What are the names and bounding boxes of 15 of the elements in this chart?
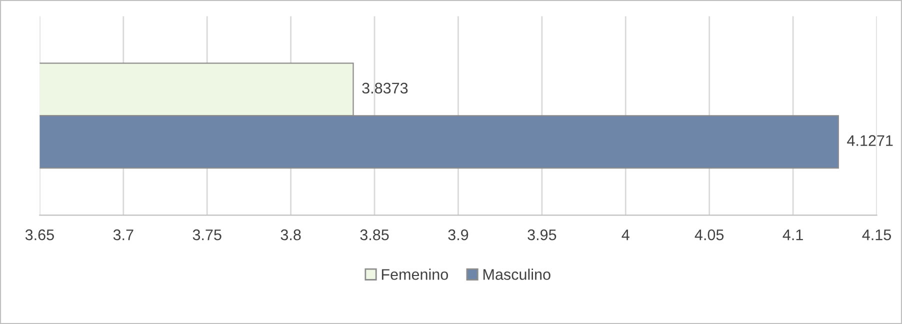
x-tick-label: 4.05 <box>694 229 724 240</box>
x-tick-label: 3.85 <box>360 229 389 240</box>
x-tick-label: 3.95 <box>528 229 556 240</box>
x-tick-label: 4.1 <box>782 230 803 240</box>
data-label: 4.1271 <box>847 135 893 146</box>
x-tick-label: 4.15 <box>862 230 891 240</box>
x-tick-label: 3.9 <box>448 229 468 240</box>
x-tick-label: 3.75 <box>192 229 222 240</box>
x-tick-label: 4 <box>622 230 630 240</box>
legend-label: Femenino <box>382 268 448 280</box>
data-label: 3.8373 <box>362 82 408 94</box>
x-tick-label: 3.8 <box>280 229 301 240</box>
x-tick-label: 3.7 <box>113 229 134 240</box>
x-tick-label: 3.65 <box>25 229 54 240</box>
legend-label: Masculino <box>483 268 550 280</box>
